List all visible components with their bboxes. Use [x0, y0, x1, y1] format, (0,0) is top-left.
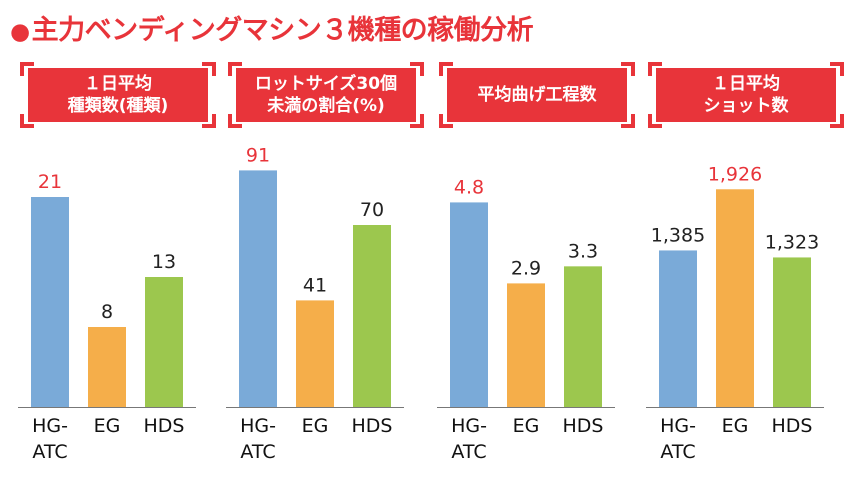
panel-bending-steps: 平均曲げ工程数 4.8 HG- ATC 2.9 EG 3.3 HDS [437, 62, 637, 477]
bar-eg [507, 283, 545, 407]
category-label: HDS [772, 415, 813, 437]
bar-hds [564, 266, 602, 407]
value-label: 91 [246, 144, 270, 166]
panel-label: 平均曲げ工程数 [447, 68, 627, 122]
bar-hg-atc [450, 202, 488, 407]
bar-hds [353, 225, 391, 407]
value-label: 1,926 [708, 163, 762, 185]
value-label: 21 [38, 171, 62, 193]
category-label: HG- [32, 415, 68, 437]
category-label: ATC [240, 441, 275, 463]
bar-hg-atc [31, 197, 69, 407]
value-label: 13 [152, 251, 176, 273]
bar-eg [88, 327, 126, 407]
category-label: EG [302, 415, 329, 437]
panel-label: １日平均 種類数(種類) [28, 68, 208, 122]
value-label: 70 [360, 199, 384, 221]
bar-hds [145, 277, 183, 407]
bar-hg-atc [239, 170, 277, 407]
panel-label-line-1: １日平均 [84, 74, 152, 94]
panel-daily-shots: １日平均 ショット数 1,385 HG- ATC 1,926 EG 1,323 HDS [646, 62, 846, 477]
panel-label: １日平均 ショット数 [656, 68, 836, 122]
category-label: HDS [563, 415, 604, 437]
panel-label-line-1: ロットサイズ30個 [254, 74, 398, 94]
value-label: 1,323 [765, 231, 819, 253]
bar-hds [773, 257, 811, 407]
category-label: EG [722, 415, 749, 437]
panel-label: ロットサイズ30個 未満の割合(%) [236, 68, 416, 122]
panel-label-line-1: 平均曲げ工程数 [477, 85, 597, 105]
bullet-dot-icon: ● [10, 19, 30, 45]
category-label: HG- [240, 415, 276, 437]
bar-chart-daily-shots: 1,385 HG- ATC 1,926 EG 1,323 HDS [646, 163, 824, 463]
value-label: 2.9 [511, 257, 541, 279]
category-label: ATC [451, 441, 486, 463]
panel-label-line-1: １日平均 [712, 74, 780, 94]
category-label: EG [94, 415, 121, 437]
bar-chart-daily-part-types: 21 HG- ATC 8 EG 13 HDS [18, 171, 196, 463]
value-label: 8 [101, 301, 113, 323]
page-title-text: 主力ベンディングマシン３機種の稼働分析 [31, 15, 534, 46]
bar-chart-bending-steps: 4.8 HG- ATC 2.9 EG 3.3 HDS [437, 176, 615, 463]
bar-chart-small-lot-ratio: 91 HG- ATC 41 EG 70 HDS [226, 144, 404, 463]
panel-label-line-2: 未満の割合(%) [267, 96, 385, 116]
value-label: 41 [303, 274, 327, 296]
bar-hg-atc [659, 250, 697, 407]
category-label: ATC [32, 441, 67, 463]
category-label: EG [513, 415, 540, 437]
panel-label-frame: １日平均 ショット数 [648, 62, 844, 128]
value-label: 4.8 [454, 176, 484, 198]
bar-eg [716, 189, 754, 407]
value-label: 3.3 [568, 240, 598, 262]
page-title: ●主力ベンディングマシン３機種の稼働分析 [10, 8, 534, 47]
bar-eg [296, 300, 334, 407]
panel-label-line-2: ショット数 [703, 96, 789, 116]
category-label: HDS [144, 415, 185, 437]
panel-label-frame: 平均曲げ工程数 [439, 62, 635, 128]
panel-small-lot-ratio: ロットサイズ30個 未満の割合(%) 91 HG- ATC 41 EG 70 HDS [226, 62, 426, 477]
category-label: HDS [352, 415, 393, 437]
category-label: ATC [660, 441, 695, 463]
panel-daily-part-types: １日平均 種類数(種類) 21 HG- ATC 8 EG 13 HDS [18, 62, 218, 477]
panel-label-frame: １日平均 種類数(種類) [20, 62, 216, 128]
category-label: HG- [660, 415, 696, 437]
value-label: 1,385 [651, 224, 705, 246]
panel-label-frame: ロットサイズ30個 未満の割合(%) [228, 62, 424, 128]
panel-label-line-2: 種類数(種類) [67, 96, 169, 116]
category-label: HG- [451, 415, 487, 437]
